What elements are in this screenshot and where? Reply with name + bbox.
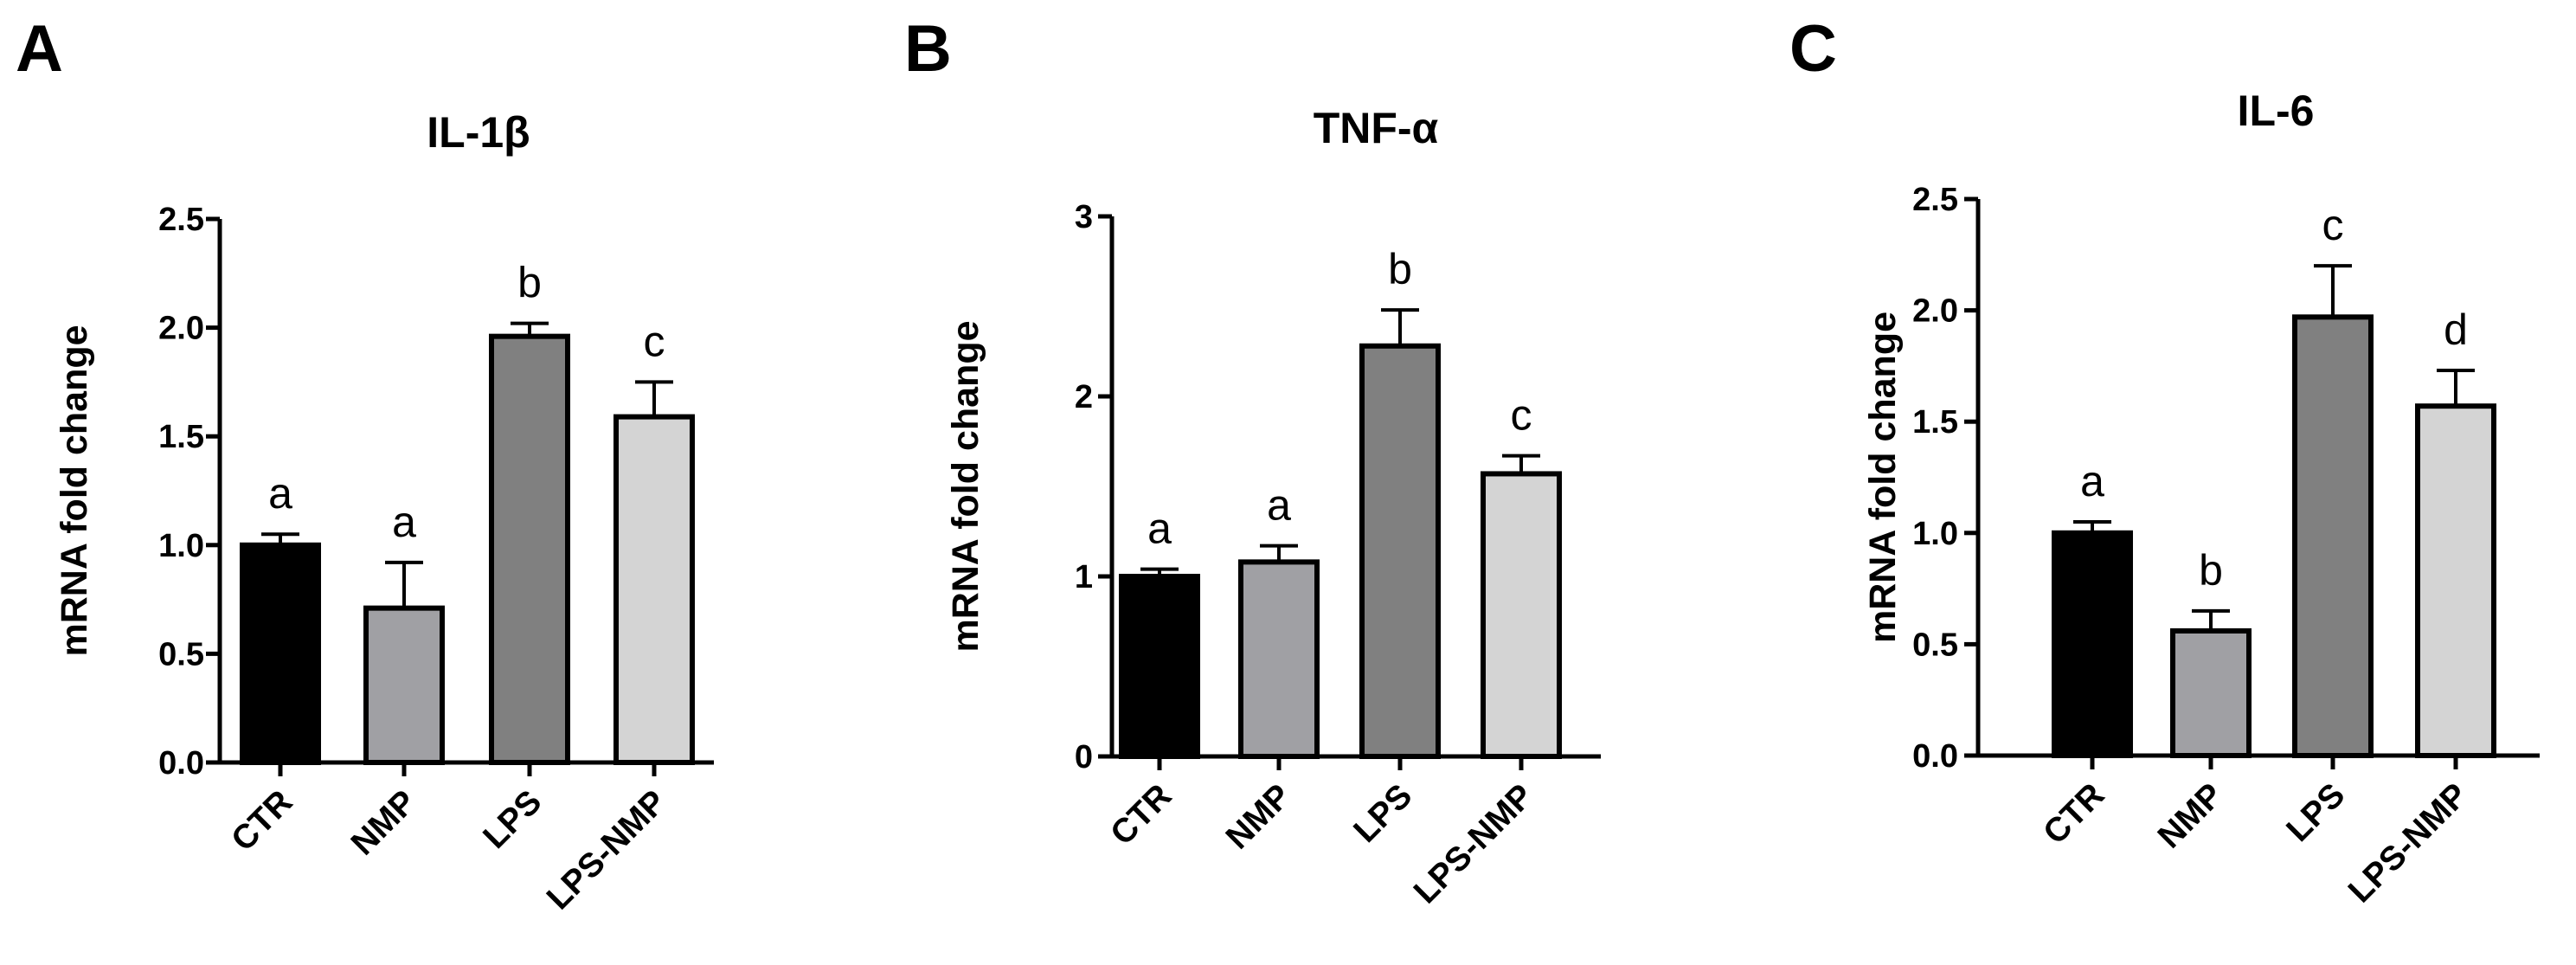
y-tick-label: 1.5: [1912, 404, 1958, 441]
y-axis-label: mRNA fold change: [1862, 312, 1904, 643]
bar-lps-nmp: [2415, 403, 2496, 758]
significance-label: a: [268, 469, 292, 518]
bar-lps-nmp: [1481, 471, 1562, 759]
x-tick-label: CTR: [224, 783, 299, 859]
chart-title: IL-6: [2238, 87, 2315, 135]
panel-letter: B: [904, 12, 952, 86]
y-tick-label: 2.0: [1912, 293, 1958, 330]
bar-ctr: [1119, 574, 1200, 759]
y-tick-label: 0: [1075, 739, 1093, 775]
significance-label: b: [1388, 245, 1412, 293]
y-tick-label: 3: [1075, 199, 1093, 235]
y-tick-label: 1.0: [158, 528, 204, 564]
bar-ctr: [2052, 530, 2133, 758]
y-tick-label: 1.5: [158, 419, 204, 455]
bar-nmp: [2170, 627, 2252, 759]
significance-label: c: [644, 317, 665, 365]
bar-lps: [1359, 343, 1441, 759]
chart-title: IL-1β: [427, 108, 530, 157]
y-axis-label: mRNA fold change: [54, 325, 95, 656]
bar-ctr: [240, 542, 321, 765]
x-tick-label: LPS-NMP: [1407, 777, 1541, 911]
y-tick-label: 1.0: [1912, 516, 1958, 552]
y-tick-label: 2: [1075, 379, 1093, 415]
x-tick-label: CTR: [2036, 776, 2111, 852]
significance-label: a: [1267, 481, 1291, 530]
significance-label: a: [392, 498, 416, 546]
y-axis-label: mRNA fold change: [945, 320, 986, 652]
significance-label: b: [2199, 546, 2223, 595]
significance-label: c: [2322, 201, 2344, 249]
y-tick-label: 0.5: [158, 636, 204, 672]
x-tick-label: LPS-NMP: [2342, 776, 2476, 910]
y-tick-label: 2.5: [1912, 182, 1958, 218]
significance-label: a: [1147, 505, 1172, 553]
x-tick-label: NMP: [2151, 776, 2231, 856]
x-tick-label: NMP: [344, 783, 424, 863]
y-tick-label: 0.5: [1912, 627, 1958, 663]
significance-label: a: [2080, 457, 2104, 505]
bar-lps-nmp: [613, 414, 695, 765]
bar-nmp: [363, 605, 445, 766]
panel-letter: A: [16, 12, 63, 86]
x-tick-label: CTR: [1103, 777, 1179, 852]
chart-panel-a: A IL-1β mRNA fold change a a b c 0.0 0.5 1.0 1.5 2.…: [16, 12, 714, 917]
significance-label: d: [2444, 306, 2468, 354]
bar-lps: [2292, 314, 2374, 758]
chart-title: TNF-α: [1314, 104, 1439, 152]
bar-lps: [489, 333, 570, 765]
bar-nmp: [1238, 559, 1320, 759]
y-tick-label: 2.0: [158, 311, 204, 347]
chart-panel-b: B TNF-α mRNA fold change a a b c 0 1 2 3 CTR NMP LPSL…: [904, 12, 1601, 910]
chart-panel-c: C IL-6 mRNA fold change a b c d 0.0 0.5 1.0 1.5 2.0…: [1789, 12, 2540, 910]
y-tick-label: 0.0: [1912, 738, 1958, 775]
significance-label: c: [1511, 391, 1532, 440]
y-tick-label: 2.5: [158, 202, 204, 238]
significance-label: b: [517, 259, 542, 307]
x-tick-label: LPS: [1346, 777, 1419, 850]
panel-letter: C: [1789, 12, 1837, 86]
y-tick-label: 1: [1075, 559, 1093, 595]
x-tick-label: LPS: [2279, 776, 2352, 849]
y-tick-label: 0.0: [158, 745, 204, 782]
x-tick-label: NMP: [1219, 777, 1299, 857]
x-tick-label: LPS: [476, 783, 549, 856]
x-tick-label: LPS-NMP: [540, 783, 674, 917]
